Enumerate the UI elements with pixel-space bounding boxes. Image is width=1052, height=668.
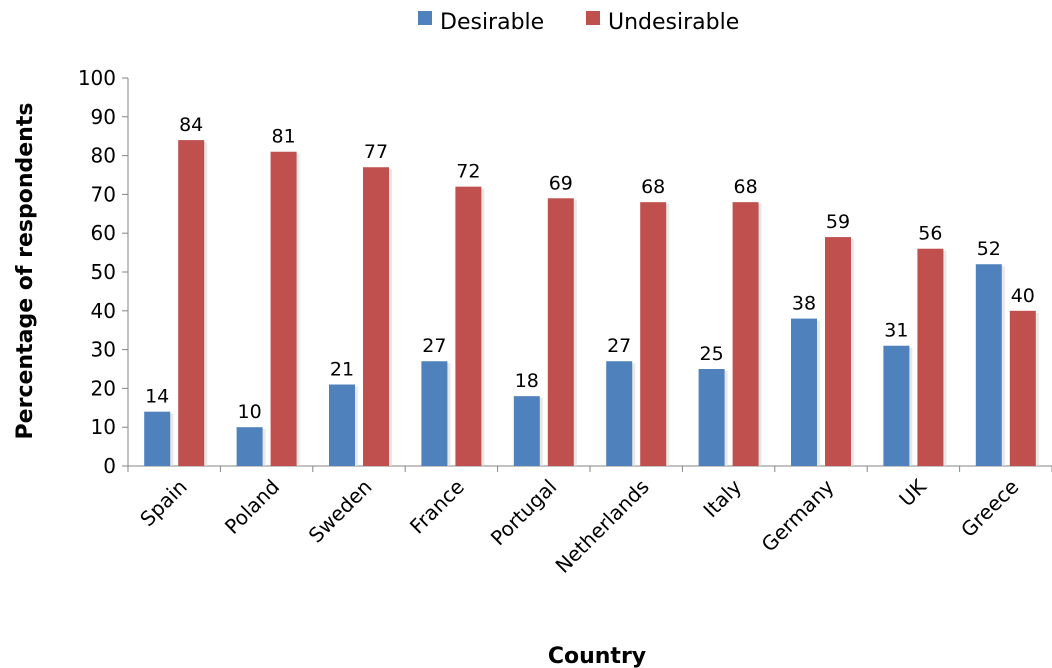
plot-area: 0 10 20 30 40 50 60 70 80 90 100 14 84 Spain 10 81 Polan… bbox=[78, 66, 1052, 578]
y-tick-label: 70 bbox=[91, 182, 116, 206]
bar-desirable bbox=[421, 361, 448, 466]
x-tick-label: Sweden bbox=[304, 475, 377, 548]
bar-undesirable bbox=[363, 167, 389, 467]
data-label-desirable: 38 bbox=[792, 293, 816, 315]
data-label-desirable: 52 bbox=[977, 238, 1001, 260]
bar-undesirable bbox=[1009, 310, 1036, 466]
bar-undesirable bbox=[547, 198, 574, 466]
bar-desirable bbox=[606, 361, 633, 466]
bar-desirable bbox=[144, 411, 171, 466]
legend-swatch-undesirable bbox=[586, 11, 600, 25]
data-label-undesirable: 69 bbox=[549, 172, 573, 194]
bar-undesirable bbox=[825, 237, 851, 466]
x-axis-title: Country bbox=[548, 644, 646, 668]
data-label-undesirable: 77 bbox=[364, 141, 388, 163]
x-tick-label: France bbox=[405, 475, 469, 539]
legend: Desirable Undesirable bbox=[418, 10, 739, 35]
y-tick-label: 0 bbox=[103, 454, 116, 478]
y-tick-label: 40 bbox=[91, 299, 116, 323]
y-tick-label: 100 bbox=[78, 66, 116, 90]
x-tick-label: Italy bbox=[698, 474, 746, 522]
y-tick-label: 90 bbox=[91, 105, 116, 129]
data-label-desirable: 27 bbox=[422, 335, 446, 357]
y-axis-title: Percentage of respondents bbox=[13, 103, 38, 440]
x-tick-label: Spain bbox=[135, 475, 191, 531]
data-label-desirable: 21 bbox=[330, 359, 354, 381]
bar-undesirable bbox=[732, 202, 759, 466]
data-label-undesirable: 68 bbox=[641, 176, 665, 198]
data-label-desirable: 27 bbox=[607, 335, 631, 357]
x-tick-label: UK bbox=[894, 474, 931, 511]
data-label-undesirable: 59 bbox=[826, 211, 850, 233]
bar-desirable bbox=[698, 369, 725, 466]
bar-desirable bbox=[791, 318, 817, 466]
data-label-undesirable: 72 bbox=[456, 161, 480, 183]
y-tick-label: 10 bbox=[91, 415, 116, 439]
x-tick-label: Poland bbox=[220, 475, 284, 539]
legend-swatch-desirable bbox=[418, 11, 432, 25]
data-label-undesirable: 56 bbox=[918, 223, 942, 245]
legend-label-undesirable: Undesirable bbox=[608, 10, 739, 35]
bar-desirable bbox=[513, 396, 540, 466]
x-tick-label: Netherlands bbox=[551, 475, 654, 578]
data-label-desirable: 14 bbox=[145, 386, 169, 408]
x-tick-label: Germany bbox=[757, 474, 839, 556]
data-label-desirable: 25 bbox=[700, 343, 724, 365]
bar-desirable bbox=[975, 264, 1002, 466]
bar-desirable bbox=[236, 427, 263, 466]
data-label-undesirable: 68 bbox=[734, 176, 758, 198]
data-label-undesirable: 84 bbox=[179, 114, 203, 136]
y-tick-label: 30 bbox=[91, 338, 116, 362]
bar-undesirable bbox=[640, 202, 667, 466]
bar-undesirable bbox=[178, 140, 205, 466]
y-tick-label: 60 bbox=[91, 221, 116, 245]
y-tick-label: 50 bbox=[91, 260, 116, 284]
bar-desirable bbox=[883, 345, 910, 466]
data-label-desirable: 31 bbox=[884, 320, 908, 342]
data-label-desirable: 10 bbox=[238, 401, 262, 423]
bar-desirable bbox=[329, 384, 355, 466]
x-tick-label: Greece bbox=[956, 475, 1023, 542]
bar-undesirable bbox=[455, 186, 482, 466]
legend-label-desirable: Desirable bbox=[440, 10, 544, 35]
bar-undesirable bbox=[917, 248, 944, 466]
y-tick-label: 80 bbox=[91, 144, 116, 168]
x-tick-label: Portugal bbox=[486, 475, 562, 551]
data-label-undesirable: 81 bbox=[272, 126, 296, 148]
bar-undesirable bbox=[270, 151, 297, 466]
data-label-desirable: 18 bbox=[515, 370, 539, 392]
data-label-undesirable: 40 bbox=[1011, 285, 1035, 307]
y-tick-label: 20 bbox=[91, 376, 116, 400]
